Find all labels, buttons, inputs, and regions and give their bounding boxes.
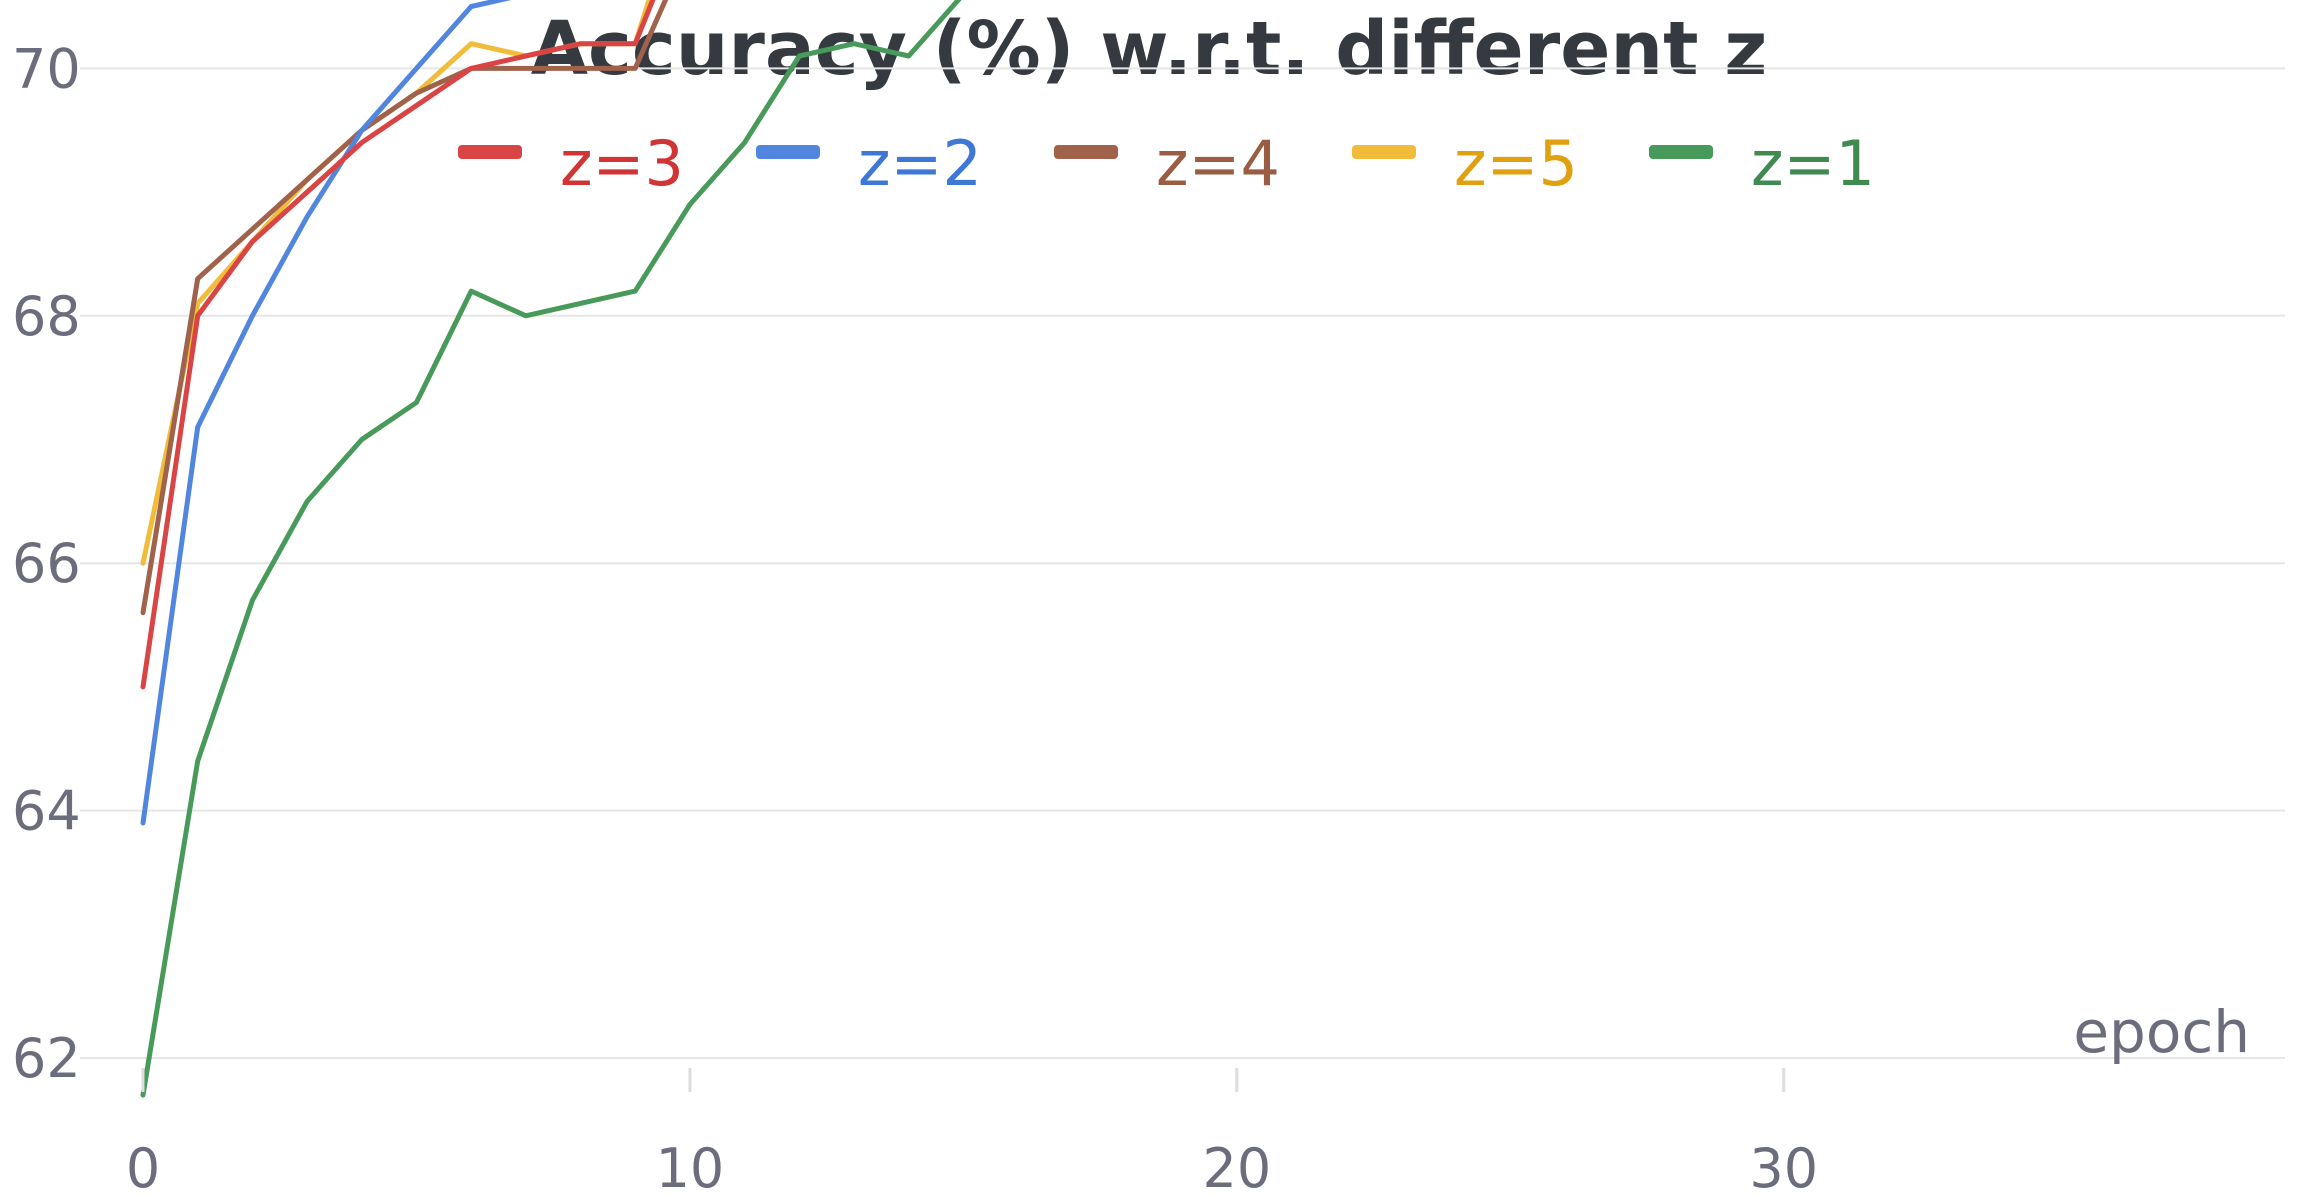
y-tick-label: 64 bbox=[12, 780, 81, 843]
legend: z=3 z=2 z=4 z=5 z=1 bbox=[458, 127, 1875, 200]
legend-label: z=4 bbox=[1156, 127, 1280, 200]
y-tick-label: 68 bbox=[12, 285, 81, 348]
legend-swatch bbox=[1352, 145, 1416, 159]
legend-item-z=2: z=2 bbox=[756, 127, 982, 200]
legend-label: z=2 bbox=[858, 127, 982, 200]
legend-swatch bbox=[1054, 145, 1118, 159]
chart-title: Accuracy (%) w.r.t. different z bbox=[531, 6, 1768, 92]
series-line-z=5 bbox=[140, 0, 652, 566]
legend-item-z=4: z=4 bbox=[1054, 127, 1280, 200]
legend-label: z=1 bbox=[1751, 127, 1875, 200]
legend-item-z=1: z=1 bbox=[1649, 127, 1875, 200]
x-axis-label: epoch bbox=[2073, 998, 2250, 1066]
y-tick-label: 66 bbox=[12, 532, 81, 595]
series-line-z=4 bbox=[140, 0, 669, 616]
y-tick-label: 70 bbox=[12, 37, 81, 100]
series-line-z=1 bbox=[140, 0, 962, 1098]
x-tick-label: 0 bbox=[126, 1137, 160, 1195]
legend-swatch bbox=[458, 145, 522, 159]
y-axis: 62646668707274 bbox=[12, 37, 81, 1090]
legend-item-z=5: z=5 bbox=[1352, 127, 1578, 200]
legend-item-z=3: z=3 bbox=[458, 127, 684, 200]
series-layer bbox=[140, 0, 962, 1098]
series-line-z=3 bbox=[140, 0, 656, 690]
x-axis: 0 10 20 30 bbox=[126, 1068, 1818, 1195]
legend-label: z=5 bbox=[1454, 127, 1578, 200]
legend-swatch bbox=[1649, 145, 1713, 159]
y-tick-label: 62 bbox=[12, 1027, 81, 1090]
x-tick-label: 10 bbox=[656, 1137, 725, 1195]
x-tick-label: 20 bbox=[1202, 1137, 1271, 1195]
legend-label: z=3 bbox=[560, 127, 684, 200]
series-line-z=2 bbox=[140, 0, 512, 826]
legend-swatch bbox=[756, 145, 820, 159]
x-tick-label: 30 bbox=[1749, 1137, 1818, 1195]
